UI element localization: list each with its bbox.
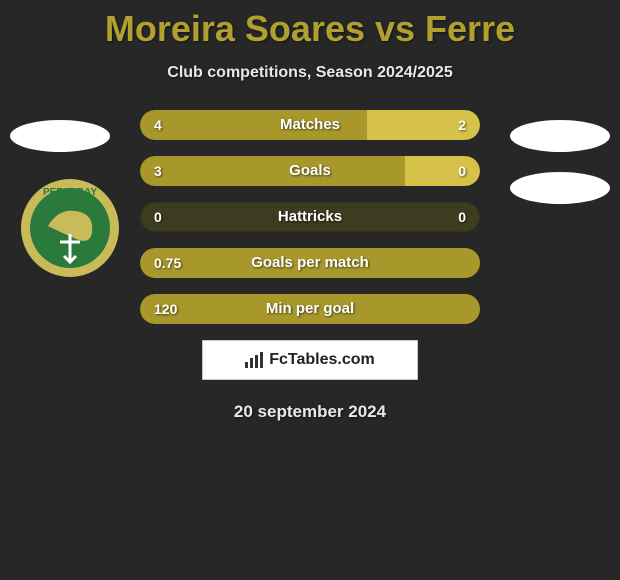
infographic-date: 20 september 2024 (0, 402, 620, 422)
watermark-text: FcTables.com (269, 351, 375, 369)
stat-row: 42Matches (140, 110, 480, 140)
right-player-placeholder (510, 120, 610, 152)
stat-label: Min per goal (140, 294, 480, 324)
badge-text: PERSEBAY (43, 187, 97, 198)
left-club-badge: PERSEBAY (20, 178, 120, 278)
stat-label: Goals per match (140, 248, 480, 278)
stat-row: 0.75Goals per match (140, 248, 480, 278)
stat-label: Goals (140, 156, 480, 186)
left-player-placeholder (10, 120, 110, 152)
chart-icon (245, 352, 265, 368)
stat-row: 00Hattricks (140, 202, 480, 232)
watermark: FcTables.com (202, 340, 418, 380)
page-title: Moreira Soares vs Ferre (0, 0, 620, 50)
stat-label: Hattricks (140, 202, 480, 232)
subtitle: Club competitions, Season 2024/2025 (0, 64, 620, 82)
stat-label: Matches (140, 110, 480, 140)
stats-container: 42Matches 30Goals 00Hattricks 0.75Goals per… (140, 110, 480, 324)
stat-row: 120Min per goal (140, 294, 480, 324)
right-club-placeholder (510, 172, 610, 204)
stat-row: 30Goals (140, 156, 480, 186)
